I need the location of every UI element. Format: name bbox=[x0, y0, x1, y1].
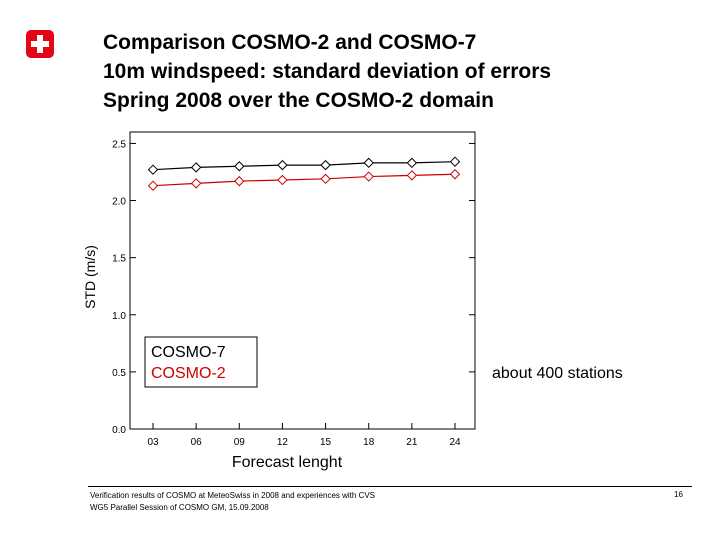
data-point bbox=[363, 157, 374, 169]
data-point bbox=[234, 161, 245, 172]
data-point bbox=[147, 180, 159, 191]
data-point bbox=[320, 159, 331, 171]
y-tick-label: 1.5 bbox=[112, 254, 126, 265]
data-point bbox=[190, 178, 202, 189]
stations-note: about 400 stations bbox=[492, 365, 623, 382]
page-number: 16 bbox=[674, 490, 683, 499]
title-line-2: 10m windspeed: standard deviation of err… bbox=[103, 60, 552, 83]
data-point bbox=[406, 157, 418, 169]
swiss-cross-icon bbox=[26, 30, 54, 58]
data-point bbox=[147, 164, 159, 175]
legend-box bbox=[144, 336, 258, 388]
x-tick-label: 09 bbox=[234, 437, 246, 448]
data-point bbox=[190, 162, 202, 173]
data-point bbox=[277, 159, 288, 171]
slide-title: Comparison COSMO-2 and COSMO-7 10m winds… bbox=[103, 28, 551, 115]
title-line-1: Comparison COSMO-2 and COSMO-7 bbox=[103, 31, 477, 54]
x-tick-label: 12 bbox=[277, 437, 289, 448]
legend-entry: COSMO-7 bbox=[151, 344, 226, 361]
data-point bbox=[320, 173, 331, 185]
y-tick-label: 0.0 bbox=[112, 425, 126, 436]
x-tick-label: 21 bbox=[406, 437, 418, 448]
footer-text: Verification results of COSMO at MeteoSw… bbox=[90, 490, 375, 514]
y-axis-label: STD (m/s) bbox=[82, 245, 98, 309]
footer-line-2: WG5 Parallel Session of COSMO GM, 15.09.… bbox=[90, 503, 269, 512]
y-tick-label: 0.5 bbox=[112, 368, 126, 379]
x-axis-label: Forecast lenght bbox=[232, 454, 343, 471]
x-tick-label: 15 bbox=[320, 437, 332, 448]
data-point bbox=[406, 170, 418, 181]
legend-entry: COSMO-2 bbox=[151, 365, 226, 382]
y-tick-label: 2.0 bbox=[112, 197, 126, 208]
x-tick-label: 18 bbox=[363, 437, 375, 448]
x-tick-label: 03 bbox=[147, 437, 159, 448]
series-cosmo-7 bbox=[147, 156, 461, 175]
plot-frame bbox=[129, 131, 476, 430]
series-cosmo-2 bbox=[147, 169, 461, 191]
footer-line-1: Verification results of COSMO at MeteoSw… bbox=[90, 491, 376, 500]
x-tick-label: 06 bbox=[191, 437, 203, 448]
data-point bbox=[234, 175, 245, 187]
series-line bbox=[152, 161, 456, 171]
data-point bbox=[277, 174, 288, 186]
y-tick-label: 1.0 bbox=[112, 311, 126, 322]
title-line-3: Spring 2008 over the COSMO-2 domain bbox=[103, 89, 494, 112]
footer-divider bbox=[88, 486, 692, 487]
data-point bbox=[449, 156, 461, 167]
series-line bbox=[152, 173, 456, 187]
line-chart: STD (m/s) Forecast lenght 0.0 0.5 1.0 1.5 2.… bbox=[82, 131, 476, 471]
data-point bbox=[449, 169, 461, 180]
x-tick-label: 24 bbox=[449, 437, 461, 448]
data-point bbox=[363, 171, 374, 182]
y-tick-label: 2.5 bbox=[112, 139, 126, 150]
